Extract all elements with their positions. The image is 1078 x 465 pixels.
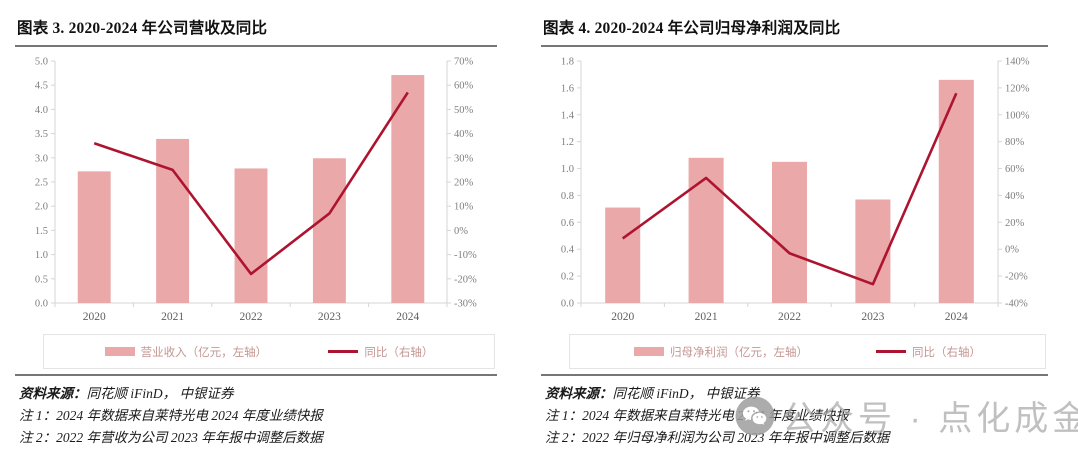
axis-tick-label: 70% [454, 57, 474, 68]
axis-tick-label: 20% [1005, 218, 1025, 229]
legend-item-bar: 归母净利润（亿元，左轴） [634, 344, 808, 360]
legend-label-bar: 归母净利润（亿元，左轴） [670, 346, 808, 359]
x-axis-category-label: 2020 [611, 311, 634, 323]
bar-2021 [156, 138, 190, 303]
chart-canvas: 5.0 4.5 4.0 3.5 3.0 2.5 2.0 1.5 1.0 0.5 0.0 70% 60% 5… [35, 57, 477, 324]
x-axis-category-label: 2022 [240, 311, 263, 323]
axis-tick-label: -10% [454, 250, 477, 261]
axis-tick-label: 10% [454, 202, 474, 213]
x-axis-category-label: 2024 [945, 311, 968, 323]
bar-2024 [391, 75, 425, 303]
bar-swatch-icon [104, 347, 135, 356]
legend-label-line: 同比（右轴） [364, 346, 434, 359]
note-1: 注 1：2024 年数据来自莱特光电 2024 年度业绩快报 [19, 408, 323, 423]
x-axis-category-label: 2021 [161, 311, 184, 323]
figure-footer-revenue: 资料来源：同花顺 iFinD， 中银证券 注 1：2024 年数据来自莱特光电 … [15, 374, 497, 449]
axis-tick-label: 40% [1005, 191, 1025, 202]
axis-tick-label: 0.0 [561, 299, 574, 310]
axis-tick-label: 1.0 [561, 164, 574, 175]
axis-tick-label: 0% [454, 226, 468, 237]
axis-tick-label: 20% [454, 178, 474, 189]
axis-tick-label: 0.6 [561, 218, 574, 229]
figure-panel-revenue: 图表 3. 2020-2024 年公司营收及同比 5.0 4.5 4.0 3.5 3.0… [15, 12, 497, 449]
legend-item-bar: 营业收入（亿元，左轴） [104, 344, 268, 360]
axis-tick-label: 4.0 [35, 105, 48, 116]
axis-tick-label: 0.8 [561, 191, 574, 202]
axis-tick-label: 140% [1005, 57, 1030, 68]
legend-label-line: 同比（右轴） [912, 346, 981, 359]
legend-item-line: 同比（右轴） [328, 344, 433, 360]
yoy-trend-line [93, 91, 409, 276]
axis-tick-label: 0.2 [561, 272, 574, 283]
axis-tick-label: -20% [1005, 272, 1028, 283]
axis-tick-label: 40% [454, 129, 474, 140]
note-2: 注 2：2022 年归母净利润为公司 2023 年年报中调整后数据 [545, 430, 890, 445]
revenue-chart: 5.0 4.5 4.0 3.5 3.0 2.5 2.0 1.5 1.0 0.5 0.0 70% 60% 5… [15, 49, 497, 330]
source-label: 资料来源： [19, 386, 87, 401]
source-label: 资料来源： [545, 386, 613, 401]
chart-canvas: 1.8 1.6 1.4 1.2 1.0 0.8 0.6 0.4 0.2 0.0 140% 120% 10… [561, 57, 1030, 324]
axis-tick-label: 60% [454, 81, 474, 92]
axis-tick-label: 0.4 [561, 245, 575, 256]
axis-tick-label: -40% [1005, 299, 1028, 310]
bar-2022 [234, 168, 268, 303]
source-text: 同花顺 iFinD， 中银证券 [86, 386, 234, 401]
report-figures-row: 图表 3. 2020-2024 年公司营收及同比 5.0 4.5 4.0 3.5 3.0… [15, 12, 1048, 449]
x-axis-category-label: 2023 [318, 311, 341, 323]
bar-2021 [688, 157, 724, 303]
axis-tick-label: 3.5 [35, 129, 48, 140]
legend-item-line: 同比（右轴） [876, 344, 981, 360]
axis-tick-label: 0.5 [35, 274, 48, 285]
figure-panel-net-profit: 图表 4. 2020-2024 年公司归母净利润及同比 1.8 1.6 1.4 1.2… [541, 12, 1048, 449]
source-line: 资料来源：同花顺 iFinD， 中银证券 [19, 383, 497, 405]
axis-tick-label: 1.2 [561, 137, 574, 148]
net-profit-chart: 1.8 1.6 1.4 1.2 1.0 0.8 0.6 0.4 0.2 0.0 140% 120% 10… [541, 49, 1048, 330]
yoy-trend-line [621, 92, 958, 286]
revenue-chart-legend: 营业收入（亿元，左轴） 同比（右轴） [43, 334, 495, 369]
bar-2022 [771, 161, 808, 303]
source-text: 同花顺 iFinD， 中银证券 [612, 386, 760, 401]
x-axis-category-label: 2023 [861, 311, 884, 323]
x-axis-category-label: 2024 [396, 311, 419, 323]
axis-tick-label: 2.5 [35, 178, 48, 189]
source-line: 资料来源：同花顺 iFinD， 中银证券 [545, 383, 1048, 405]
axis-tick-label: -30% [454, 299, 477, 310]
axis-tick-label: 50% [454, 105, 474, 116]
bar-swatch-icon [634, 347, 664, 356]
x-axis-category-label: 2020 [83, 311, 106, 323]
x-axis-category-label: 2021 [695, 311, 718, 323]
bar-2024 [938, 79, 974, 303]
axis-tick-label: 1.4 [561, 110, 575, 121]
axis-tick-label: 1.8 [561, 57, 574, 68]
net-profit-chart-legend: 归母净利润（亿元，左轴） 同比（右轴） [569, 334, 1046, 369]
axis-tick-label: 60% [1005, 164, 1025, 175]
axis-tick-label: 120% [1005, 83, 1030, 94]
x-axis-category-label: 2022 [778, 311, 801, 323]
axis-tick-label: 100% [1005, 110, 1030, 121]
bar-2023 [312, 158, 346, 303]
axis-tick-label: 3.0 [35, 153, 48, 164]
note-1: 注 1：2024 年数据来自莱特光电 2024 年度业绩快报 [545, 408, 849, 423]
bar-2020 [77, 171, 111, 303]
legend-label-bar: 营业收入（亿元，左轴） [140, 346, 268, 359]
axis-tick-label: 5.0 [35, 57, 48, 68]
bar-2020 [605, 207, 641, 303]
axis-tick-label: -20% [454, 274, 477, 285]
axis-tick-label: 0.0 [35, 299, 48, 310]
bar-2023 [855, 199, 891, 303]
figure-footer-net-profit: 资料来源：同花顺 iFinD， 中银证券 注 1：2024 年数据来自莱特光电 … [541, 374, 1048, 449]
axis-tick-label: 1.6 [561, 83, 574, 94]
axis-tick-label: 2.0 [35, 202, 48, 213]
figure-title-net-profit: 图表 4. 2020-2024 年公司归母净利润及同比 [541, 12, 1048, 47]
axis-tick-label: 1.0 [35, 250, 48, 261]
line-swatch-icon [876, 350, 906, 353]
axis-tick-label: 1.5 [35, 226, 48, 237]
axis-tick-label: 30% [454, 153, 474, 164]
axis-tick-label: 80% [1005, 137, 1025, 148]
figure-title-revenue: 图表 3. 2020-2024 年公司营收及同比 [15, 12, 497, 47]
note-2: 注 2：2022 年营收为公司 2023 年年报中调整后数据 [19, 430, 323, 445]
axis-tick-label: 0% [1005, 245, 1019, 256]
axis-tick-label: 4.5 [35, 81, 48, 92]
line-swatch-icon [328, 350, 359, 353]
